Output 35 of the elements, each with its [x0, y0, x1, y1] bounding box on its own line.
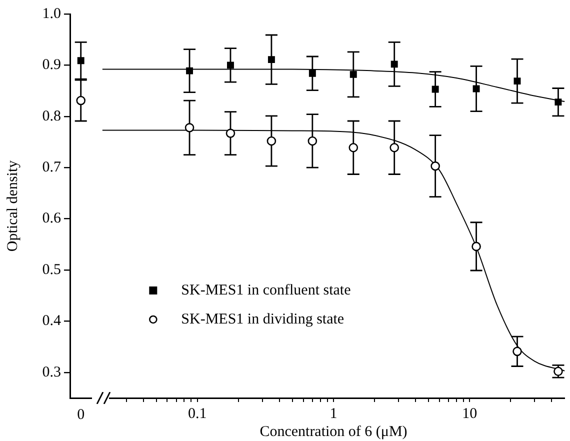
- x-tick-label: 10: [462, 406, 478, 422]
- point: [432, 86, 439, 93]
- point: [227, 62, 234, 69]
- y-tick-label: 0.6: [42, 210, 62, 227]
- legend-label: SK-MES1 in dividing state: [181, 311, 344, 328]
- y-tick-label: 0.4: [42, 313, 62, 330]
- y-tick-label: 0.5: [42, 262, 61, 278]
- point: [472, 242, 481, 252]
- y-axis-title: Optical density: [4, 160, 21, 252]
- point: [350, 70, 357, 78]
- y-tick-label: 0.3: [42, 364, 61, 380]
- point: [472, 85, 480, 92]
- point: [268, 56, 275, 64]
- y-tick-label: 0.8: [42, 108, 61, 124]
- point: [184, 123, 194, 132]
- point: [390, 142, 399, 152]
- point: [512, 346, 522, 356]
- x-tick-label: 0: [77, 406, 85, 423]
- point: [514, 78, 521, 85]
- point: [348, 142, 358, 152]
- point: [308, 70, 316, 77]
- x-tick-label: 0.1: [188, 406, 207, 422]
- x-tick-label: 1: [330, 406, 338, 422]
- point: [554, 98, 562, 106]
- point: [266, 136, 276, 146]
- legend-label: SK-MES1 in confluent state: [181, 282, 352, 298]
- y-tick-label: 0.9: [42, 57, 61, 74]
- point: [390, 60, 398, 68]
- x-axis-title: Concentration of 6 (μM): [260, 424, 408, 440]
- point: [186, 67, 194, 74]
- y-tick-label: 0.7: [42, 160, 62, 176]
- point: [226, 128, 236, 138]
- point: [430, 161, 440, 171]
- y-tick-label: 1.0: [42, 6, 61, 22]
- point: [308, 136, 318, 146]
